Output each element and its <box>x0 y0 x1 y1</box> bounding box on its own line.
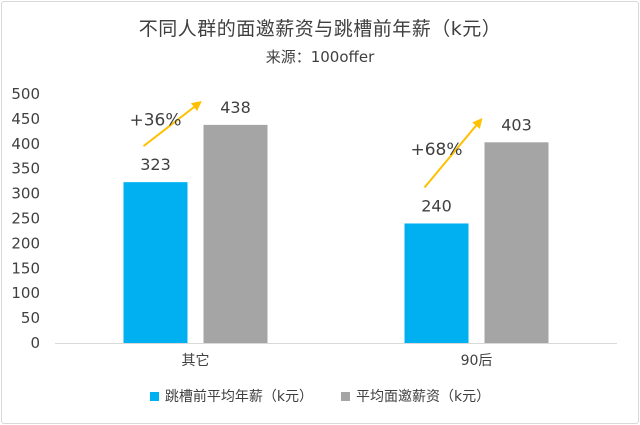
y-tick-label: 200 <box>11 234 40 252</box>
y-tick-label: 350 <box>11 160 40 178</box>
y-tick-label: 50 <box>21 309 40 327</box>
growth-annotation: +68% <box>410 140 462 160</box>
legend-item-series-1: 平均面邀薪资（k元） <box>341 386 490 406</box>
growth-arrow <box>423 118 483 189</box>
x-category-label: 90后 <box>461 353 493 369</box>
data-label-series-0-1: 240 <box>421 196 452 215</box>
bar-series-0-0 <box>123 182 188 343</box>
legend-swatch-series-1 <box>341 391 350 401</box>
legend: 跳槽前平均年薪（k元） 平均面邀薪资（k元） <box>0 386 640 406</box>
data-label-series-0-0: 323 <box>140 155 171 174</box>
chart-subtitle: 来源：100offer <box>265 48 375 66</box>
y-axis: 0 50 100 150 200 250 300 350 400 450 500 其它 90后 <box>11 85 617 369</box>
data-labels: 323 438 240 403 <box>140 98 532 216</box>
y-tick-label: 100 <box>11 284 40 302</box>
legend-item-series-0: 跳槽前平均年薪（k元） <box>149 386 313 406</box>
y-tick-label: 250 <box>11 210 40 228</box>
data-label-series-1-1: 403 <box>501 115 532 134</box>
legend-swatch-series-0 <box>149 391 159 401</box>
bar-series-1-1 <box>484 142 549 343</box>
x-category-label: 其它 <box>182 352 210 369</box>
annotations: +36% +68% <box>129 101 483 189</box>
y-tick-label: 300 <box>11 185 40 203</box>
growth-arrow <box>142 101 202 147</box>
growth-annotation: +36% <box>129 111 181 131</box>
legend-label-series-0: 跳槽前平均年薪（k元） <box>164 389 313 405</box>
bar-series-1-0 <box>203 124 268 343</box>
bar-series-0-1 <box>404 223 469 343</box>
legend-label-series-1: 平均面邀薪资（k元） <box>356 389 491 405</box>
bars <box>123 124 549 343</box>
y-tick-label: 450 <box>11 110 40 128</box>
y-tick-label: 150 <box>11 259 40 277</box>
chart-title: 不同人群的面邀薪资与跳槽前年薪（k元） <box>138 18 502 40</box>
y-tick-label: 400 <box>11 135 40 153</box>
y-tick-label: 0 <box>30 334 40 352</box>
y-tick-label: 500 <box>11 85 40 103</box>
data-label-series-1-0: 438 <box>220 98 251 117</box>
